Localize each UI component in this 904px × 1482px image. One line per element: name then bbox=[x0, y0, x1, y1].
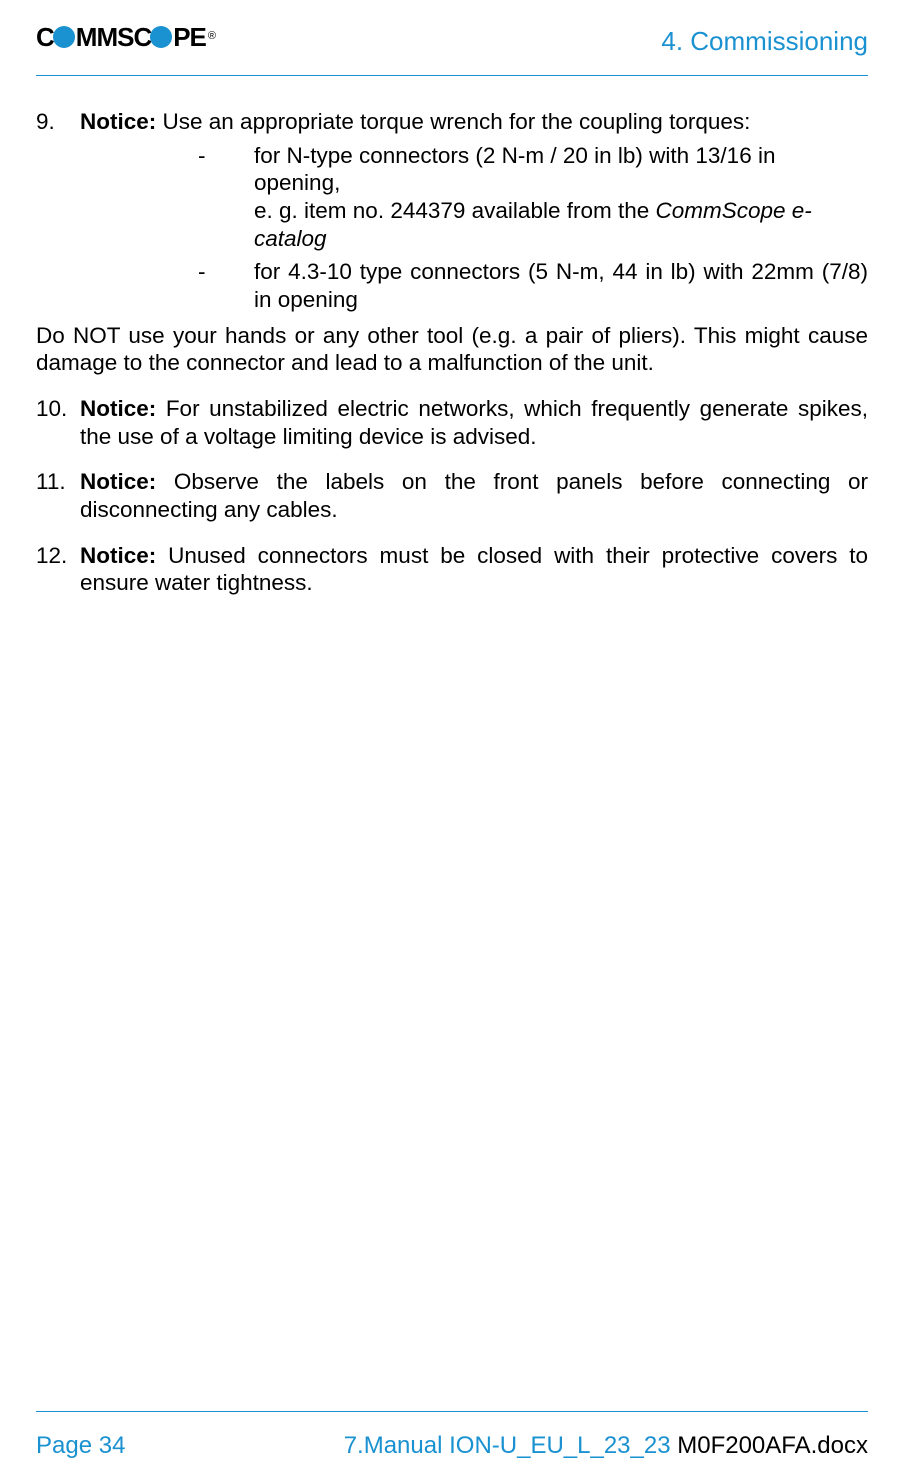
item-rest: Observe the labels on the front panels b… bbox=[80, 469, 868, 522]
logo-text-c: C bbox=[36, 22, 54, 53]
bullet-dash: - bbox=[198, 142, 254, 253]
commscope-logo: C MMSC PE ® bbox=[36, 22, 213, 53]
section-title: 4. Commissioning bbox=[661, 22, 868, 57]
item-body: Notice: Use an appropriate torque wrench… bbox=[80, 108, 868, 377]
footer-rule bbox=[36, 1411, 868, 1412]
sub-text: for 4.3-10 type connectors (5 N-m, 44 in… bbox=[254, 258, 868, 313]
list-item-10: 10. Notice: For unstabilized electric ne… bbox=[36, 395, 868, 450]
bullet-dash: - bbox=[198, 258, 254, 313]
item-number: 11. bbox=[36, 468, 80, 523]
sub-line2-pre: e. g. item no. 244379 available from the bbox=[254, 198, 656, 223]
item-number: 10. bbox=[36, 395, 80, 450]
sub-indent bbox=[80, 258, 198, 313]
page: C MMSC PE ® 4. Commissioning 9. Notice: … bbox=[0, 0, 904, 1482]
sub-indent bbox=[80, 142, 198, 253]
item-rest: Unused connectors must be closed with th… bbox=[80, 543, 868, 596]
page-footer: Page 34 7.Manual ION-U_EU_L_23_23 M0F200… bbox=[36, 1432, 868, 1460]
registered-mark: ® bbox=[208, 30, 215, 42]
sub-bullet: - for N-type connectors (2 N-m / 20 in l… bbox=[80, 142, 868, 253]
header-rule bbox=[36, 75, 868, 76]
list-item-9: 9. Notice: Use an appropriate torque wre… bbox=[36, 108, 868, 377]
followup-text: Do NOT use your hands or any other tool … bbox=[36, 322, 868, 377]
document-filename: 7.Manual ION-U_EU_L_23_23 M0F200AFA.docx bbox=[344, 1432, 868, 1460]
page-header: C MMSC PE ® 4. Commissioning bbox=[0, 0, 904, 85]
content-body: 9. Notice: Use an appropriate torque wre… bbox=[36, 108, 868, 615]
logo-text-mmsc: MMSC bbox=[76, 22, 151, 53]
page-number: Page 34 bbox=[36, 1432, 125, 1460]
doc-suffix: M0F200AFA.docx bbox=[677, 1432, 868, 1459]
globe-icon bbox=[53, 22, 77, 53]
notice-label: Notice: bbox=[80, 543, 156, 568]
logo-text-pe: PE bbox=[173, 22, 206, 53]
list-item-11: 11. Notice: Observe the labels on the fr… bbox=[36, 468, 868, 523]
notice-label: Notice: bbox=[80, 396, 156, 421]
doc-prefix: 7.Manual ION-U_EU_L_23_23 bbox=[344, 1432, 678, 1459]
notice-label: Notice: bbox=[80, 109, 156, 134]
list-item-12: 12. Notice: Unused connectors must be cl… bbox=[36, 542, 868, 597]
globe-icon bbox=[150, 22, 174, 53]
sub-bullet: - for 4.3-10 type connectors (5 N-m, 44 … bbox=[80, 258, 868, 313]
sub-line1: for N-type connectors (2 N-m / 20 in lb)… bbox=[254, 143, 775, 196]
item-body: Notice: Observe the labels on the front … bbox=[80, 468, 868, 523]
item-number: 12. bbox=[36, 542, 80, 597]
sub-text: for N-type connectors (2 N-m / 20 in lb)… bbox=[254, 142, 868, 253]
item-body: Notice: For unstabilized electric networ… bbox=[80, 395, 868, 450]
item-rest: For unstabilized electric networks, whic… bbox=[80, 396, 868, 449]
item-text: Notice: Use an appropriate torque wrench… bbox=[80, 109, 750, 134]
item-body: Notice: Unused connectors must be closed… bbox=[80, 542, 868, 597]
item-rest: Use an appropriate torque wrench for the… bbox=[156, 109, 750, 134]
notice-label: Notice: bbox=[80, 469, 156, 494]
